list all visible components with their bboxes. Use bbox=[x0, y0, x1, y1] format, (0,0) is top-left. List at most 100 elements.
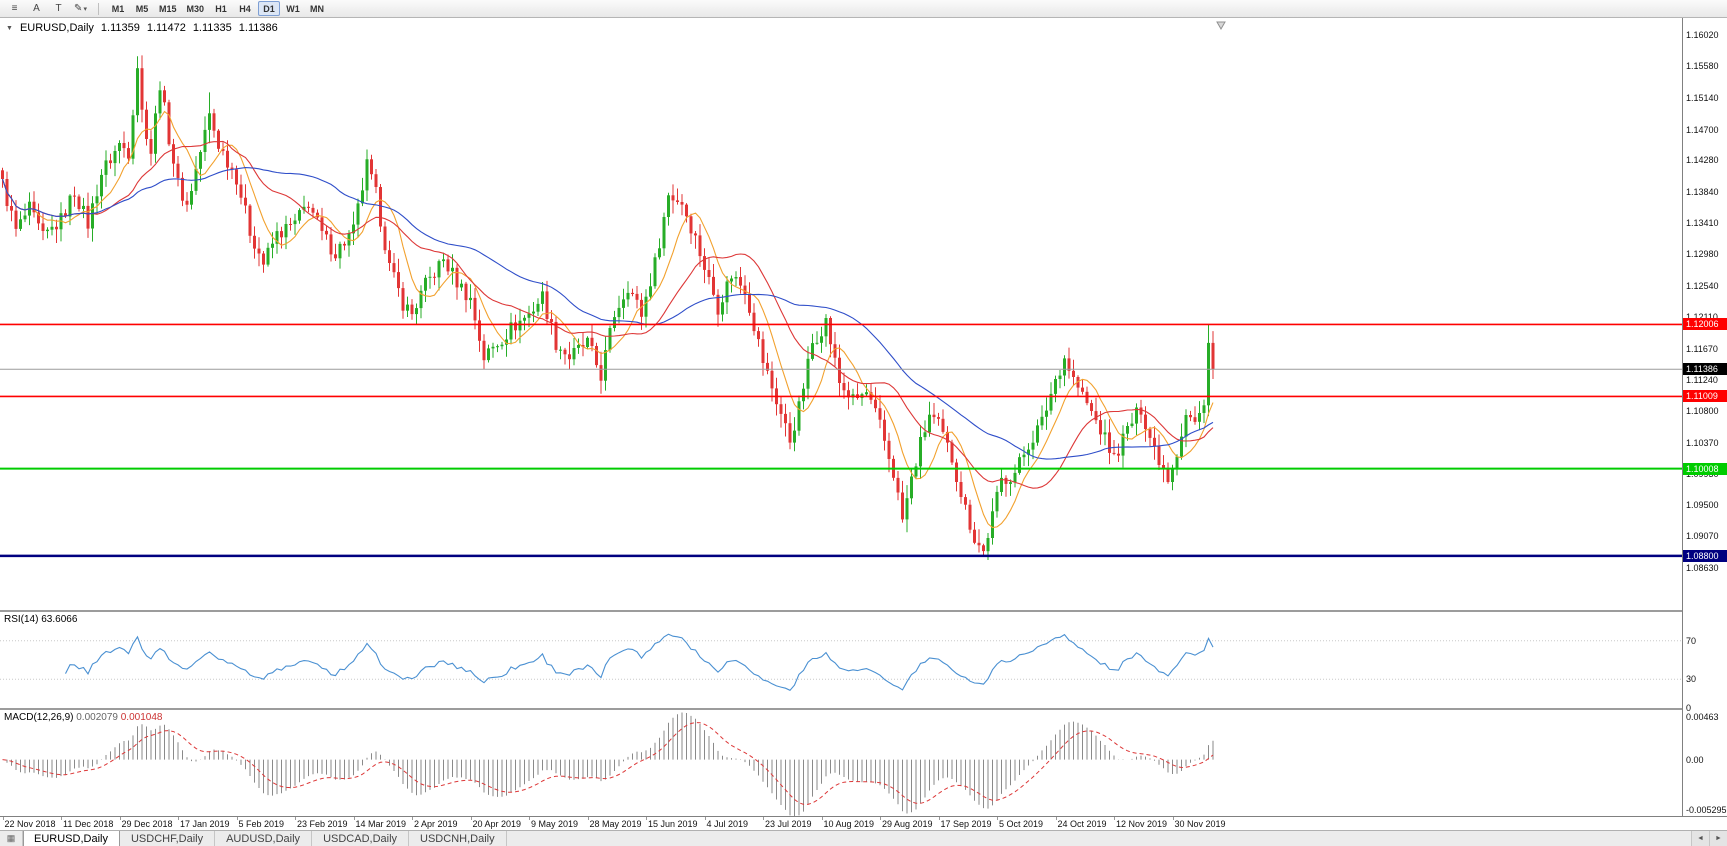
date-label: 30 Nov 2019 bbox=[1174, 819, 1226, 829]
date-label: 24 Oct 2019 bbox=[1057, 819, 1107, 829]
hline-price-label: 1.10008 bbox=[1683, 462, 1727, 475]
date-tick bbox=[1114, 817, 1115, 820]
date-tick bbox=[470, 817, 472, 820]
tabs-scroll-right-button[interactable]: ► bbox=[1709, 831, 1727, 846]
date-tick bbox=[295, 817, 296, 820]
price-tick-label: 1.12540 bbox=[1686, 280, 1719, 291]
price-axis[interactable]: 1.16020 1.15580 1.15140 1.14700 1.14280 1.138… bbox=[1682, 18, 1727, 816]
date-tick bbox=[178, 817, 179, 820]
macd-axis-label: -0.005295 bbox=[1686, 805, 1727, 815]
date-axis[interactable]: 22 Nov 2018 11 Dec 2018 29 Dec 2018 17 Jan … bbox=[0, 816, 1727, 830]
date-tick bbox=[61, 817, 62, 820]
date-label: 5 Oct 2019 bbox=[999, 819, 1044, 829]
tab-grid-icon[interactable]: ▦ bbox=[0, 831, 23, 846]
price-tick-label: 1.08630 bbox=[1686, 563, 1719, 574]
tab-list: EURUSD,Daily USDCHF,Daily AUDUSD,Daily USDC… bbox=[23, 831, 507, 846]
date-tick bbox=[119, 817, 121, 820]
date-tick bbox=[587, 817, 589, 820]
toolbar-separator bbox=[98, 2, 99, 15]
tabs-scroll-left-button[interactable]: ◄ bbox=[1691, 831, 1709, 846]
date-label: 5 Feb 2019 bbox=[238, 819, 285, 829]
tab-usdcnh[interactable]: USDCNH,Daily bbox=[409, 831, 507, 846]
price-tick-label: 1.11670 bbox=[1686, 343, 1718, 354]
tab-eurusd[interactable]: EURUSD,Daily bbox=[23, 831, 120, 846]
hline-price-label: 1.11009 bbox=[1683, 390, 1727, 403]
price-tick-label: 1.16020 bbox=[1686, 29, 1719, 40]
open-value: 1.11359 bbox=[100, 22, 140, 34]
timeframe-w1[interactable]: W1 bbox=[282, 1, 304, 16]
date-tick bbox=[821, 817, 823, 820]
macd-main-value: 0.002079 bbox=[76, 712, 118, 723]
date-tick bbox=[236, 817, 238, 820]
draw-tools-button[interactable]: ✎ ▾ bbox=[70, 1, 91, 17]
panel-splitter-rsi[interactable] bbox=[0, 610, 1727, 612]
price-tick-label: 1.11240 bbox=[1686, 374, 1718, 385]
tab-scroll-buttons: ◄ ► bbox=[1691, 831, 1727, 846]
date-tick bbox=[1172, 817, 1174, 820]
macd-panel[interactable]: MACD(12,26,9) 0.002079 0.001048 bbox=[0, 710, 1682, 816]
macd-signal-value: 0.001048 bbox=[120, 712, 163, 723]
date-tick bbox=[2, 817, 4, 820]
symbol-dropdown-icon[interactable]: ▼ bbox=[6, 24, 13, 32]
price-tick-label: 1.09070 bbox=[1686, 531, 1719, 542]
macd-name: MACD(12,26,9) bbox=[4, 712, 74, 723]
price-tick-label: 1.15140 bbox=[1686, 93, 1719, 104]
close-value: 1.11386 bbox=[238, 22, 278, 34]
date-label: 10 Aug 2019 bbox=[823, 819, 875, 829]
timeframe-m1[interactable]: M1 bbox=[107, 1, 129, 16]
date-label: 15 Jun 2019 bbox=[648, 819, 698, 829]
rsi-axis-label: 70 bbox=[1686, 635, 1697, 646]
chart-menu-icon[interactable]: ≡ bbox=[11, 3, 18, 14]
cursor-tool-icon[interactable]: A bbox=[33, 3, 40, 14]
date-tick bbox=[646, 817, 647, 820]
price-chart-canvas[interactable] bbox=[0, 18, 1682, 610]
rsi-axis-label: 0 bbox=[1686, 703, 1692, 713]
tab-audusd[interactable]: AUDUSD,Daily bbox=[215, 831, 313, 846]
date-label: 11 Dec 2018 bbox=[63, 819, 114, 829]
rsi-axis-label: 30 bbox=[1686, 674, 1697, 685]
current-price-label: 1.11386 bbox=[1683, 363, 1727, 376]
date-label: 23 Feb 2019 bbox=[297, 819, 348, 829]
date-label: 22 Nov 2018 bbox=[4, 819, 56, 829]
price-chart-panel[interactable]: ▼ EURUSD,Daily 1.11359 1.11472 1.11335 1… bbox=[0, 18, 1682, 610]
hline-price-label: 1.08800 bbox=[1683, 549, 1727, 562]
timeframe-m5[interactable]: M5 bbox=[131, 1, 153, 16]
top-toolbar: ≡ A T ✎ ▾ M1 M5 M15 M30 H1 H4 D1 W1 MN bbox=[0, 0, 1727, 18]
macd-canvas[interactable] bbox=[0, 710, 1682, 816]
tab-usdchf[interactable]: USDCHF,Daily bbox=[119, 831, 216, 846]
date-tick bbox=[412, 817, 413, 820]
date-tick bbox=[704, 817, 706, 820]
date-label: 4 Jul 2019 bbox=[706, 819, 749, 829]
timeframe-h4[interactable]: H4 bbox=[234, 1, 256, 16]
timeframe-m15[interactable]: M15 bbox=[155, 1, 181, 16]
macd-axis-label: 0.00 bbox=[1686, 754, 1704, 765]
price-tick-label: 1.12110 bbox=[1686, 311, 1718, 322]
panel-splitter-macd[interactable] bbox=[0, 708, 1727, 710]
date-label: 23 Jul 2019 bbox=[765, 819, 812, 829]
date-tick bbox=[880, 817, 881, 820]
date-label: 17 Jan 2019 bbox=[180, 819, 230, 829]
timeframe-toolbar: M1 M5 M15 M30 H1 H4 D1 W1 MN bbox=[106, 1, 329, 16]
crosshair-tool-icon[interactable]: T bbox=[55, 3, 62, 14]
timeframe-d1[interactable]: D1 bbox=[258, 1, 281, 16]
price-tick-label: 1.10370 bbox=[1686, 437, 1719, 448]
chart-tabbar: ▦ EURUSD,Daily USDCHF,Daily AUDUSD,Daily US… bbox=[0, 830, 1727, 846]
price-tick-label: 1.13410 bbox=[1686, 218, 1719, 229]
date-tick bbox=[763, 817, 764, 820]
timeframe-h1[interactable]: H1 bbox=[210, 1, 232, 16]
rsi-canvas[interactable] bbox=[0, 612, 1682, 708]
price-tick-label: 1.15580 bbox=[1686, 61, 1719, 72]
price-tick-label: 1.10800 bbox=[1686, 406, 1719, 417]
date-tick bbox=[1055, 817, 1057, 820]
rsi-panel[interactable]: RSI(14) 63.6066 bbox=[0, 612, 1682, 708]
caret-down-icon: ▾ bbox=[83, 5, 87, 13]
timeframe-m30[interactable]: M30 bbox=[183, 1, 209, 16]
chart-ohlc-title: ▼ EURUSD,Daily 1.11359 1.11472 1.11335 1… bbox=[6, 22, 278, 34]
date-label: 28 May 2019 bbox=[589, 819, 642, 829]
date-tick bbox=[529, 817, 530, 820]
date-tick bbox=[938, 817, 940, 820]
tab-usdcad[interactable]: USDCAD,Daily bbox=[312, 831, 410, 846]
price-tick-label: 1.14280 bbox=[1686, 155, 1719, 166]
date-tick bbox=[997, 817, 998, 820]
timeframe-mn[interactable]: MN bbox=[306, 1, 328, 16]
